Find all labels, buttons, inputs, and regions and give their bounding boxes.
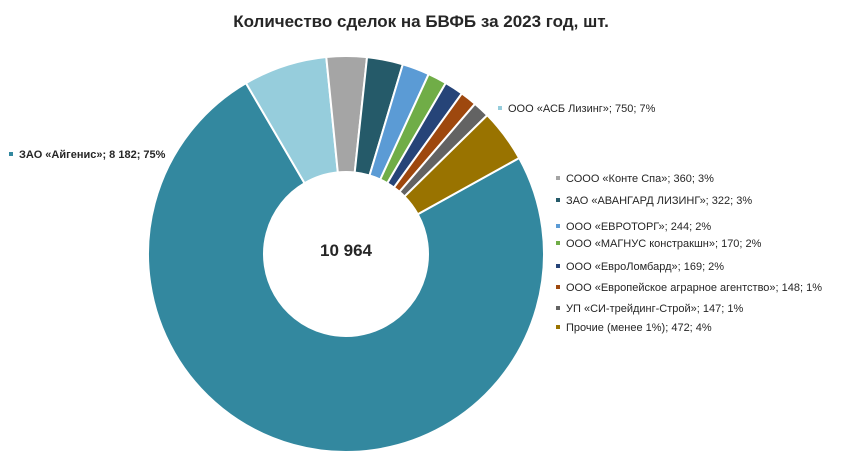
slice-label-4: ЗАО «АВАНГАРД ЛИЗИНГ»; 322; 3% (566, 195, 752, 207)
slice-label-marker-2 (498, 106, 502, 110)
slice-labels: ЗАО «Айгенис»; 8 182; 75% ООО «АСБ Лизинг… (9, 103, 822, 334)
slice-label-9: УП «СИ-трейдинг-Строй»; 147; 1% (566, 303, 743, 315)
slice-label-7: ООО «ЕвроЛомбард»; 169; 2% (566, 261, 724, 273)
slice-label-10: Прочие (менее 1%); 472; 4% (566, 322, 712, 334)
slice-label-5: ООО «ЕВРОТОРГ»; 244; 2% (566, 221, 711, 233)
donut-slices (147, 55, 545, 453)
chart-title: Количество сделок на БВФБ за 2023 год, ш… (233, 12, 609, 31)
slice-label-1: ЗАО «Айгенис»; 8 182; 75% (19, 149, 166, 161)
slice-label-marker-3 (556, 176, 560, 180)
slice-label-3: СООО «Конте Спа»; 360; 3% (566, 173, 714, 185)
slice-label-marker-10 (556, 325, 560, 329)
slice-label-marker-8 (556, 285, 560, 289)
slice-label-6: ООО «МАГНУС констракшн»; 170; 2% (566, 238, 762, 250)
slice-label-marker-9 (556, 306, 560, 310)
slice-label-marker-5 (556, 224, 560, 228)
slice-label-marker-4 (556, 198, 560, 202)
slice-10 (403, 113, 521, 216)
slice-label-marker-6 (556, 241, 560, 245)
slice-label-marker-1 (9, 152, 13, 156)
slice-1 (147, 81, 545, 453)
center-total-label: 10 964 (320, 241, 373, 260)
slice-label-2: ООО «АСБ Лизинг»; 750; 7% (508, 103, 656, 115)
slice-label-8: ООО «Европейское аграрное агентство»; 14… (566, 282, 822, 294)
slice-label-marker-7 (556, 264, 560, 268)
